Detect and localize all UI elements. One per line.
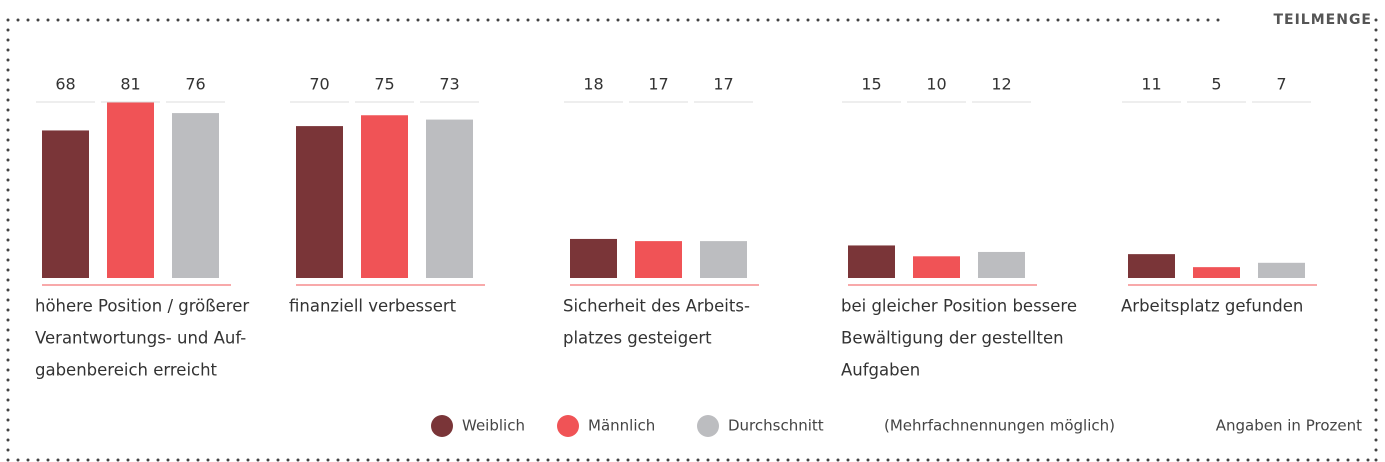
value-label: 81 — [120, 75, 140, 94]
category-label: Sicherheit des Arbeits- — [563, 297, 750, 316]
note: (Mehrfachnennungen möglich) — [884, 417, 1115, 435]
value-label: 15 — [861, 75, 881, 94]
category-label: Verantwortungs- und Auf- — [35, 329, 246, 348]
value-label: 17 — [648, 75, 668, 94]
legend-label: Durchschnitt — [728, 417, 824, 435]
bar — [635, 241, 682, 278]
value-label: 76 — [185, 75, 205, 94]
legend-label: Männlich — [588, 417, 655, 435]
value-label: 68 — [55, 75, 75, 94]
bar — [1128, 254, 1175, 278]
bar — [1258, 262, 1305, 278]
value-label: 7 — [1276, 75, 1286, 94]
value-label: 75 — [374, 75, 394, 94]
bar — [426, 119, 473, 278]
value-label: 70 — [309, 75, 329, 94]
bar — [42, 130, 89, 278]
tag: TEILMENGE — [1273, 12, 1372, 28]
legend-swatch — [557, 415, 579, 437]
category-label: bei gleicher Position bessere — [841, 297, 1077, 316]
bar — [978, 251, 1025, 278]
bar — [361, 115, 408, 278]
category-label: Aufgaben — [841, 361, 920, 380]
legend-swatch — [431, 415, 453, 437]
category-label: höhere Position / größerer — [35, 297, 249, 316]
bar — [848, 245, 895, 278]
bar — [296, 126, 343, 278]
category-label: gabenbereich erreicht — [35, 361, 218, 380]
value-label: 73 — [439, 75, 459, 94]
bar — [570, 238, 617, 278]
legend-swatch — [697, 415, 719, 437]
bar — [172, 113, 219, 278]
bar — [1193, 267, 1240, 278]
value-label: 11 — [1141, 75, 1161, 94]
legend-label: Weiblich — [462, 417, 525, 435]
value-label: 18 — [583, 75, 603, 94]
bar — [107, 102, 154, 278]
value-label: 10 — [926, 75, 946, 94]
category-label: Bewältigung der gestellten — [841, 329, 1064, 348]
value-label: 5 — [1211, 75, 1221, 94]
category-label: platzes gesteigert — [563, 329, 712, 348]
bar — [700, 241, 747, 278]
bar — [913, 256, 960, 278]
note: Angaben in Prozent — [1216, 417, 1362, 435]
value-label: 17 — [713, 75, 733, 94]
dotted-border — [6, 18, 1378, 462]
value-label: 12 — [991, 75, 1011, 94]
category-label: finanziell verbessert — [289, 297, 457, 316]
category-label: Arbeitsplatz gefunden — [1121, 297, 1303, 316]
